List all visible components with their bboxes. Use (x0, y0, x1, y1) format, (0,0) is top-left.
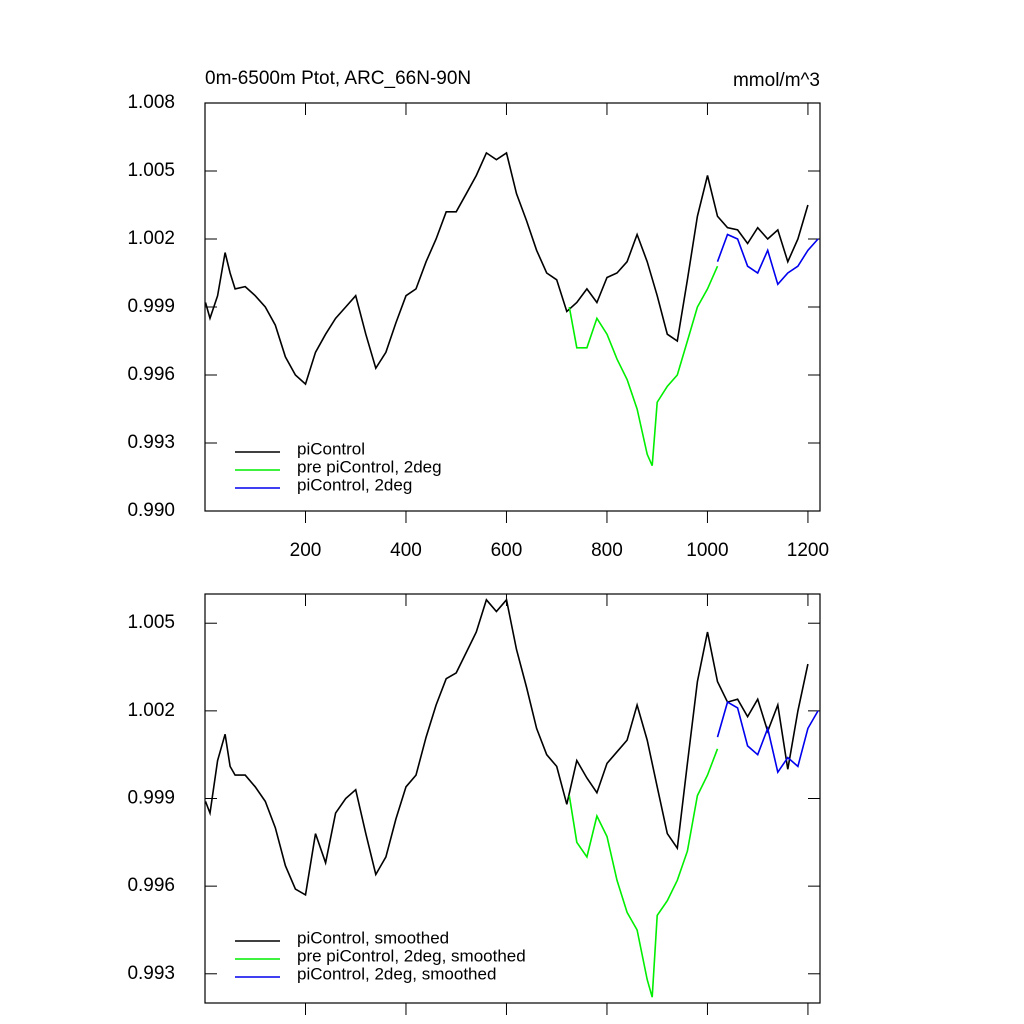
series-line (568, 265, 719, 467)
x-tick-label: 800 (591, 540, 623, 561)
legend-label: pre piControl, 2deg (297, 457, 442, 476)
legend-label: piControl (297, 439, 365, 458)
series-line (568, 748, 719, 998)
legend-label: piControl, 2deg (297, 475, 412, 494)
y-tick-label: 1.002 (127, 228, 175, 249)
x-tick-label: 200 (290, 540, 322, 561)
x-tick-label: 1000 (686, 540, 728, 561)
x-tick-label: 1200 (787, 540, 829, 561)
y-tick-label: 0.990 (127, 500, 175, 521)
y-tick-label: 1.008 (127, 92, 175, 113)
units-label: mmol/m^3 (733, 70, 820, 91)
y-tick-label: 0.999 (127, 788, 175, 809)
series-line (716, 233, 819, 286)
series-line (204, 151, 809, 386)
y-tick-label: 0.993 (127, 963, 175, 984)
series-line (716, 700, 819, 775)
y-tick-label: 1.005 (127, 612, 175, 633)
y-tick-label: 0.993 (127, 432, 175, 453)
y-tick-label: 1.005 (127, 160, 175, 181)
x-tick-label: 600 (491, 540, 523, 561)
y-tick-label: 1.002 (127, 700, 175, 721)
y-tick-label: 0.996 (127, 875, 175, 896)
legend-label: piControl, smoothed (297, 928, 449, 947)
series-line (204, 598, 809, 897)
chart-title: 0m-6500m Ptot, ARC_66N-90N (205, 68, 471, 89)
y-tick-label: 0.999 (127, 296, 175, 317)
legend-label: piControl, 2deg, smoothed (297, 964, 496, 983)
y-tick-label: 0.996 (127, 364, 175, 385)
x-tick-label: 400 (390, 540, 422, 561)
legend-label: pre piControl, 2deg, smoothed (297, 946, 526, 965)
